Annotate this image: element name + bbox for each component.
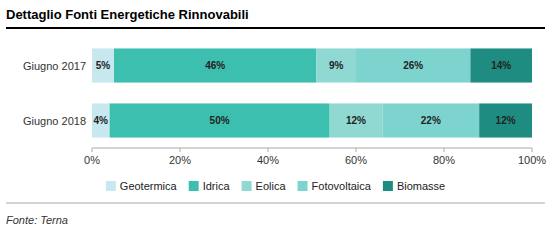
category-label: Giugno 2017 [23, 60, 86, 72]
x-tick-label: 80% [433, 154, 455, 166]
bar-segment [92, 103, 110, 137]
x-axis-line [92, 148, 532, 149]
bar-segment [470, 48, 532, 82]
legend: Geotermica Idrica Eolica Fotovoltaica Biomas… [106, 180, 445, 192]
x-tick-label: 0% [84, 154, 100, 166]
title: Dettaglio Fonti Energetiche Rinnovabili [6, 7, 249, 22]
legend-item: Biomasse [383, 180, 445, 192]
bar-segment [316, 48, 356, 82]
legend-swatch [242, 181, 252, 191]
legend-item: Fotovoltaica [298, 180, 372, 192]
annotation: Fonte: Terna [6, 214, 68, 226]
x-tick-label: 100% [518, 154, 546, 166]
bar-segment [114, 48, 316, 82]
legend-swatch [298, 181, 308, 191]
chart: Dettaglio Fonti Energetiche Rinnovabili 5… [0, 0, 551, 244]
legend-item: Idrica [189, 180, 231, 192]
legend-label: Eolica [256, 180, 287, 192]
bar-segment [382, 103, 479, 137]
bars [92, 48, 532, 137]
x-tick [444, 148, 445, 152]
data-label: 46% [205, 60, 225, 71]
data-label: 5% [96, 60, 111, 71]
title-rule [6, 27, 545, 29]
bar-segment [479, 103, 532, 137]
data-label: 12% [346, 115, 366, 126]
bar-segment [92, 48, 114, 82]
data-label: 22% [421, 115, 441, 126]
x-tick [532, 148, 533, 152]
footer-rule [6, 203, 545, 204]
legend-item: Geotermica [106, 180, 178, 192]
x-tick [268, 148, 269, 152]
legend-label: Fotovoltaica [312, 180, 372, 192]
legend-swatch [189, 181, 199, 191]
legend-swatch [383, 181, 393, 191]
legend-swatch [106, 181, 116, 191]
legend-item: Eolica [242, 180, 287, 192]
x-tick [356, 148, 357, 152]
data-label: 4% [94, 115, 109, 126]
legend-label: Biomasse [397, 180, 445, 192]
data-label: 12% [496, 115, 516, 126]
data-label: 26% [403, 60, 423, 71]
category-label: Giugno 2018 [23, 115, 86, 127]
x-tick-label: 40% [257, 154, 279, 166]
legend-label: Idrica [203, 180, 231, 192]
data-label: 50% [210, 115, 230, 126]
x-tick [180, 148, 181, 152]
data-label: 9% [329, 60, 344, 71]
x-tick-label: 20% [169, 154, 191, 166]
data-label: 14% [491, 60, 511, 71]
bar-segment [330, 103, 383, 137]
legend-label: Geotermica [120, 180, 178, 192]
x-tick [92, 148, 93, 152]
x-tick-label: 60% [345, 154, 367, 166]
bar-segment [356, 48, 470, 82]
data-labels: 5% 46% 9% 26% 14% 4% 50% 12% 22% 12% [94, 60, 516, 126]
bar-segment [110, 103, 330, 137]
